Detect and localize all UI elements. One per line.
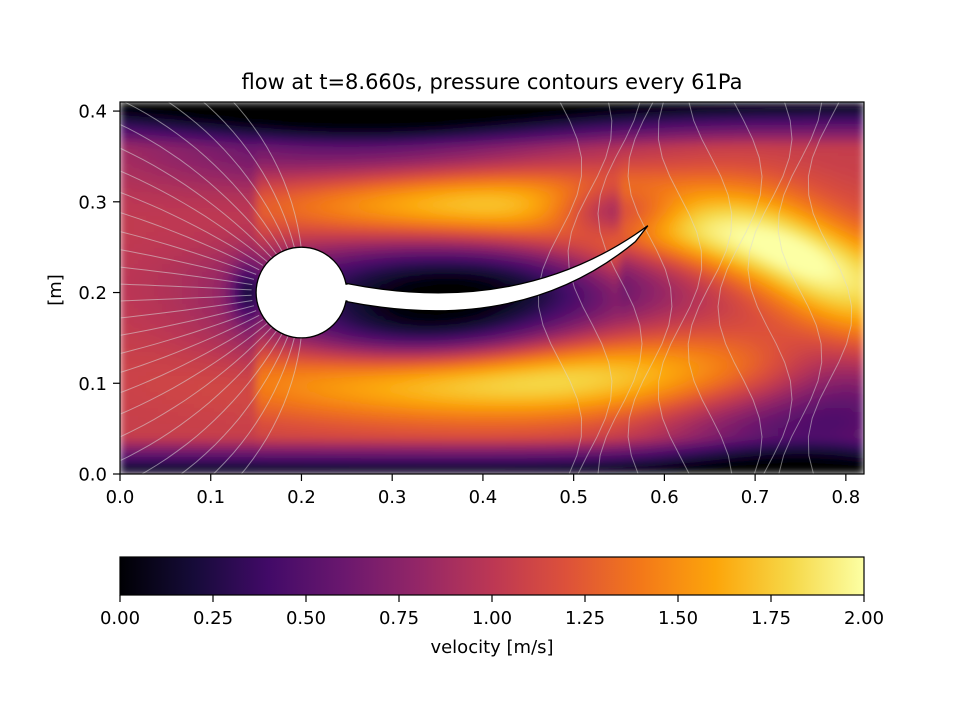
pressure-contour-line — [120, 249, 255, 280]
colorbar-label: velocity [m/s] — [430, 637, 553, 658]
pressure-contour-line — [120, 266, 253, 286]
colorbar-tick-label: 1.25 — [565, 608, 605, 629]
x-tick-label: 0.8 — [832, 487, 861, 508]
y-tick-label: 0.1 — [78, 374, 107, 395]
colorbar-tick-label: 0.75 — [379, 608, 419, 629]
pressure-contour-line — [777, 102, 823, 474]
pressure-contour-line — [240, 334, 302, 474]
pressure-contour-line — [120, 147, 273, 259]
pressure-contour-line — [120, 305, 255, 336]
pressure-contour-line — [120, 310, 257, 355]
x-axis: 0.0 0.1 0.2 0.3 0.4 0.5 0.6 0.7 0.8 — [106, 474, 860, 508]
pressure-contour-line — [807, 102, 853, 474]
pressure-contour-line — [717, 102, 763, 474]
pressure-contour-line — [657, 102, 703, 474]
colorbar-ticks: 0.00 0.25 0.50 0.75 1.00 1.25 1.50 1.75 2.00 — [100, 595, 884, 629]
pressure-contour-line — [120, 326, 273, 438]
x-tick-label: 0.3 — [378, 487, 407, 508]
colorbar: 0.00 0.25 0.50 0.75 1.00 1.25 1.50 1.75 2.00 vel… — [100, 556, 884, 658]
flag-joint — [334, 284, 349, 301]
x-tick-label: 0.5 — [559, 487, 588, 508]
plot-frame — [119, 101, 865, 475]
x-tick-label: 0.1 — [196, 487, 225, 508]
x-tick-label: 0.0 — [106, 487, 135, 508]
y-tick-label: 0.0 — [78, 465, 107, 486]
pressure-contour-line — [120, 319, 264, 394]
pressure-contour-line — [120, 170, 268, 262]
pressure-contour-line — [140, 331, 284, 474]
colorbar-tick-label: 0.25 — [193, 608, 233, 629]
cylinder — [255, 246, 348, 339]
chart-title: flow at t=8.660s, pressure contours ever… — [242, 70, 743, 94]
colorbar-gradient — [119, 556, 865, 596]
plot-area: 0.0 0.1 0.2 0.3 0.4 0.5 0.6 0.7 0.8 0.0 0.1 0.2 0.3… — [45, 101, 865, 508]
x-tick-label: 0.2 — [287, 487, 316, 508]
pressure-contour-line — [120, 231, 257, 275]
y-axis: 0.0 0.1 0.2 0.3 0.4 — [78, 102, 120, 486]
x-tick-label: 0.6 — [650, 487, 679, 508]
pressure-contour-line — [747, 102, 793, 474]
y-tick-label: 0.2 — [78, 283, 107, 304]
pressure-contours — [120, 102, 853, 474]
pressure-contour-line — [202, 102, 296, 251]
pressure-contour-line — [120, 329, 278, 462]
flexible-flag — [346, 225, 649, 312]
pressure-contour-line — [120, 123, 278, 256]
obstacle — [255, 225, 649, 339]
y-axis-label: [m] — [45, 274, 66, 306]
pressure-contour-line — [123, 102, 284, 254]
pressure-contour-line — [687, 102, 733, 474]
colorbar-tick-label: 0.50 — [286, 608, 326, 629]
x-tick-label: 0.4 — [469, 487, 498, 508]
pressure-contour-line — [597, 102, 643, 474]
pressure-contour-line — [120, 300, 253, 319]
y-tick-label: 0.3 — [78, 192, 107, 213]
pressure-contour-line — [120, 191, 264, 266]
pressure-contour-line — [120, 294, 252, 302]
pressure-contour-line — [120, 323, 268, 415]
pressure-contour-line — [180, 333, 290, 474]
colorbar-tick-label: 1.50 — [658, 608, 698, 629]
pressure-contour-line — [120, 283, 252, 291]
pressure-contour-line — [167, 102, 290, 252]
colorbar-tick-label: 2.00 — [844, 608, 884, 629]
colorbar-tick-label: 0.00 — [100, 608, 140, 629]
pressure-contour-line — [567, 102, 613, 474]
colorbar-tick-label: 1.00 — [472, 608, 512, 629]
colorbar-tick-label: 1.75 — [751, 608, 791, 629]
pressure-contour-line — [627, 102, 673, 474]
x-tick-label: 0.7 — [741, 487, 770, 508]
pressure-contour-line — [120, 211, 260, 271]
pressure-contour-line — [120, 314, 260, 374]
pressure-contour-line — [232, 102, 302, 251]
y-tick-label: 0.4 — [78, 102, 107, 123]
pressure-contour-line — [212, 334, 296, 474]
